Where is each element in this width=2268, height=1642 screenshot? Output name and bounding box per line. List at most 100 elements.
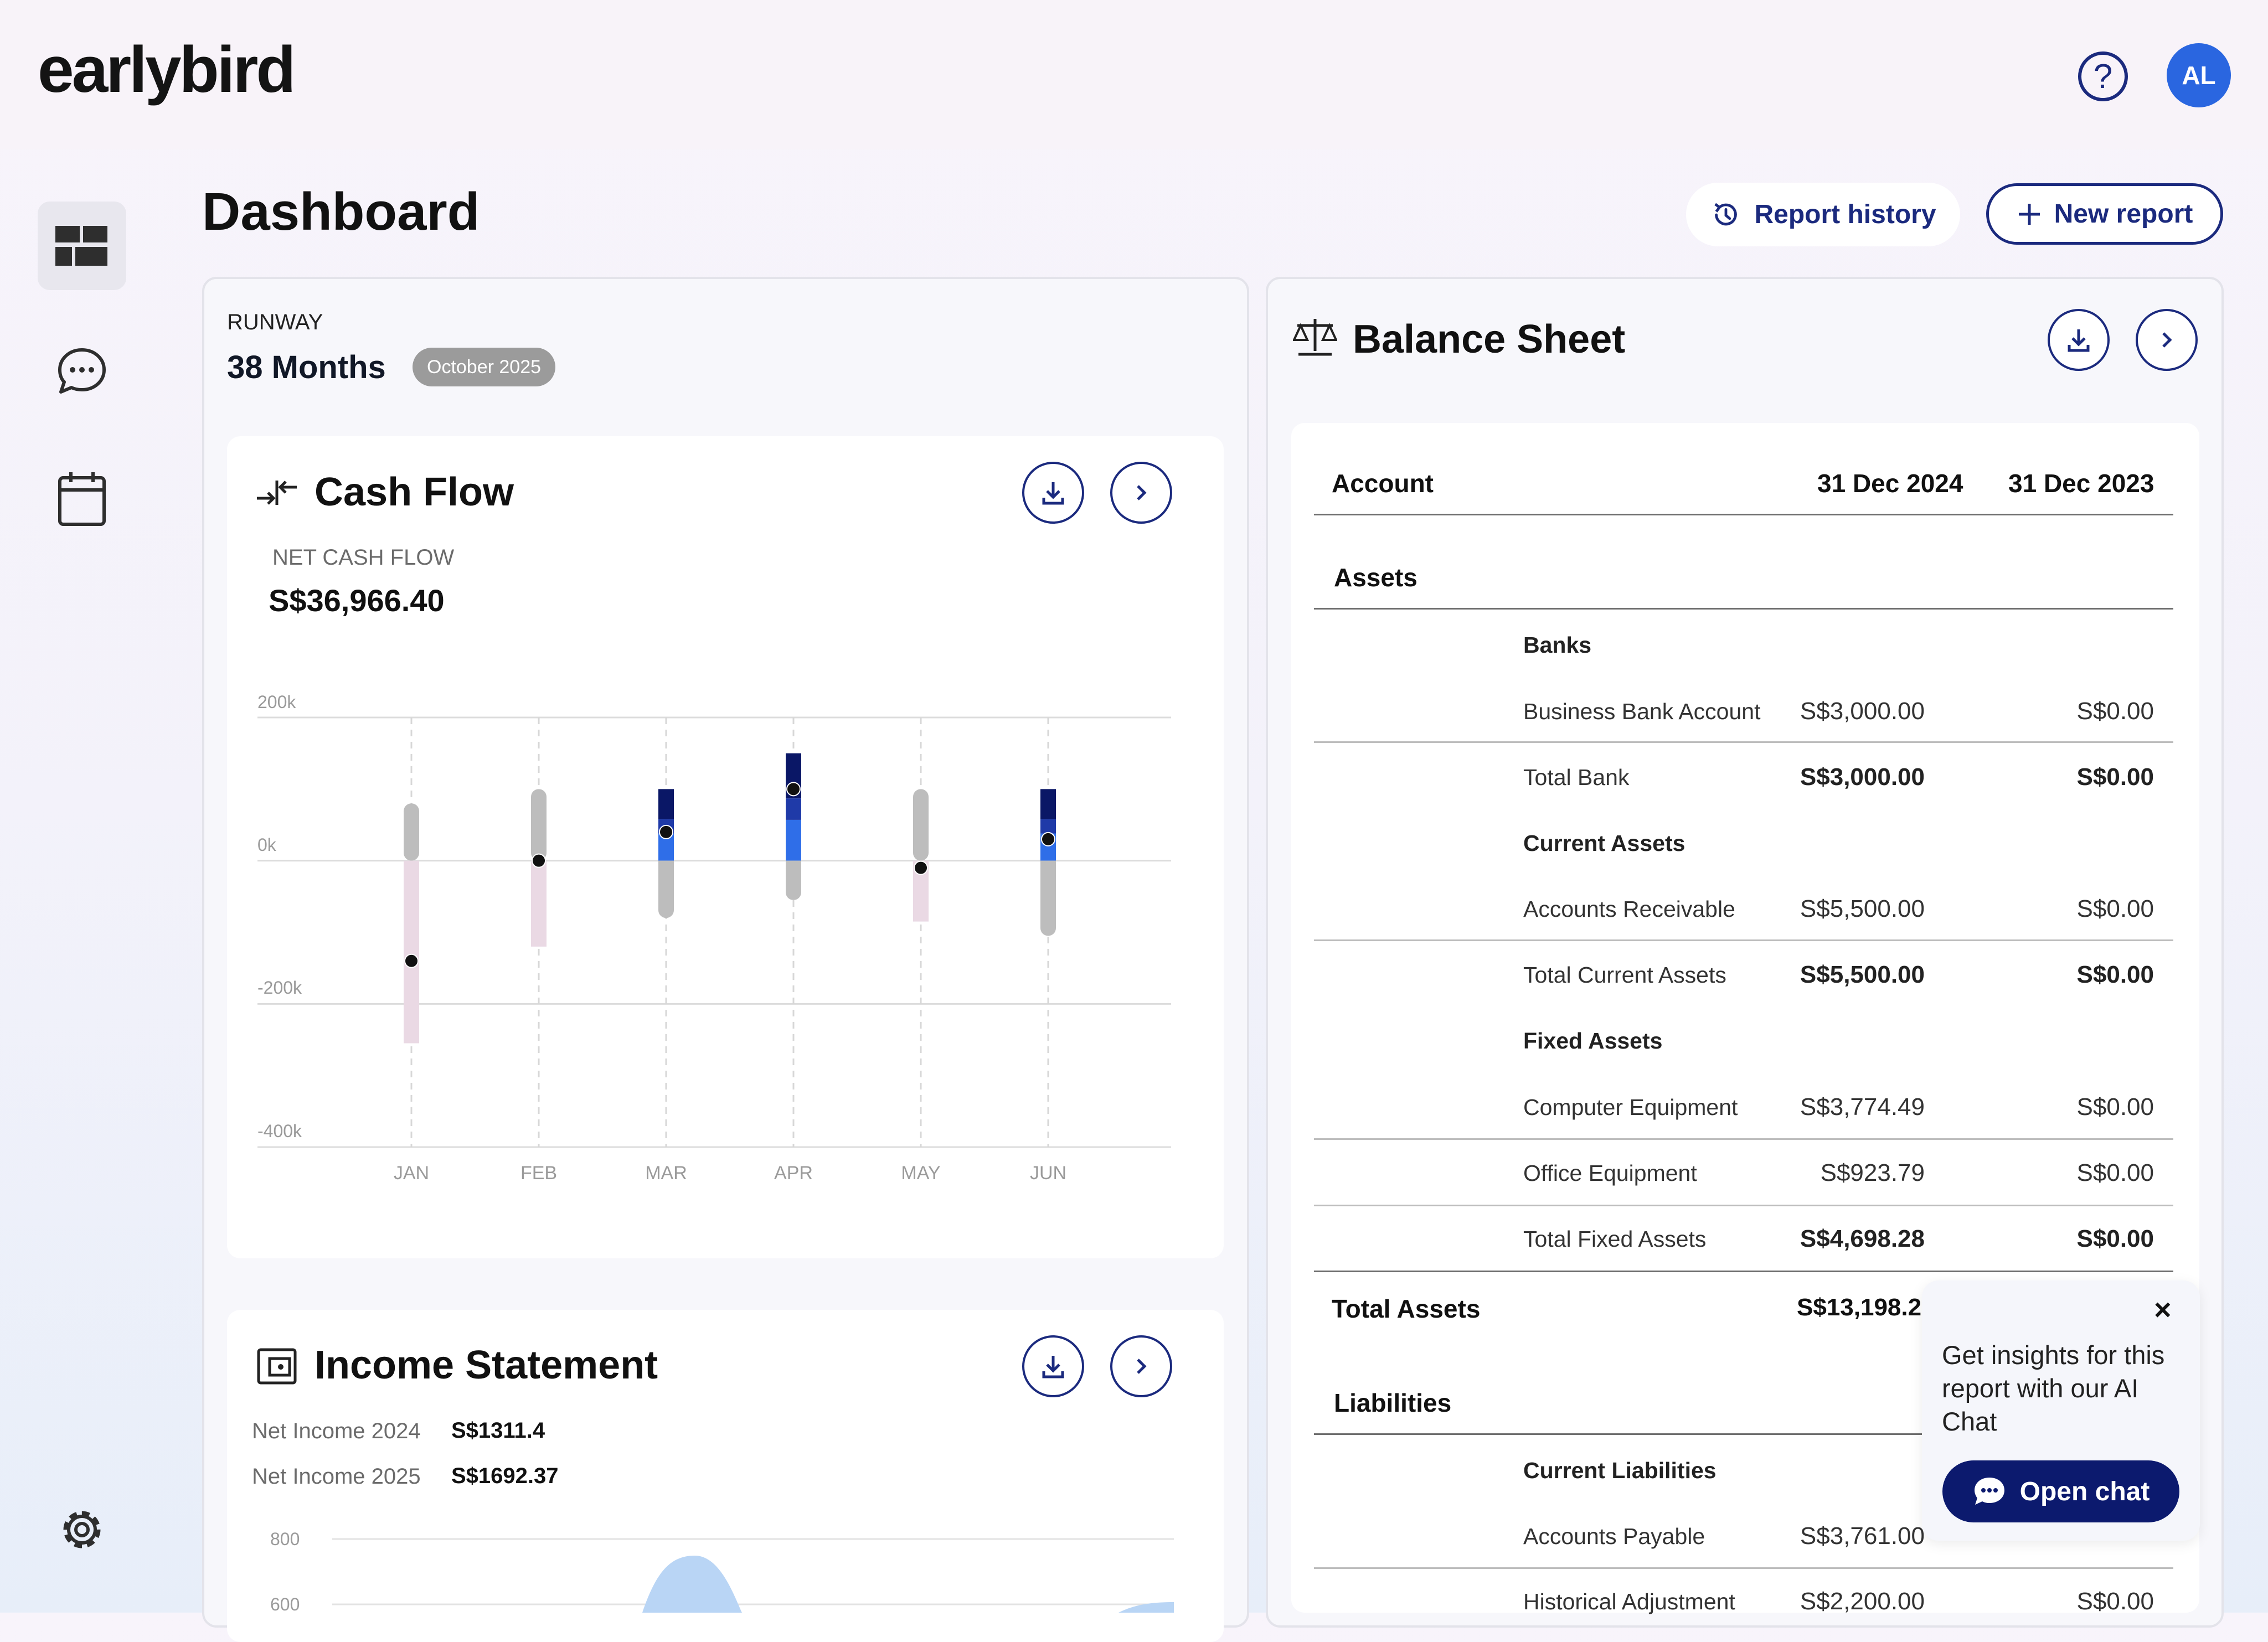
- open-chat-label: Open chat: [2019, 1476, 2150, 1506]
- open-chat-button[interactable]: Open chat: [1942, 1460, 2179, 1522]
- net-cash-flow-value: S$36,966.40: [269, 583, 445, 618]
- runway-value: 38 Months: [227, 349, 386, 385]
- balance-sheet-title: Balance Sheet: [1353, 317, 1626, 362]
- row-value-2023: S$0.00: [2076, 1588, 2154, 1615]
- y-tick-label: 200k: [257, 692, 296, 712]
- report-history-label: Report history: [1754, 200, 1936, 229]
- balance-open-button[interactable]: [2136, 309, 2198, 371]
- divider: [1314, 1205, 2173, 1206]
- column-header-2024: 31 Dec 2024: [1817, 469, 1963, 498]
- top-bar: earlybird ? AL: [0, 0, 2268, 149]
- cash-flow-download-button[interactable]: [1022, 462, 1084, 524]
- sidebar-item-calendar[interactable]: [38, 455, 126, 543]
- group-label: Current Liabilities: [1523, 1458, 1717, 1483]
- divider: [1314, 1567, 2173, 1569]
- divider: [1314, 1271, 2173, 1272]
- row-value-2023: S$0.00: [2076, 1159, 2154, 1186]
- dashboard-grid-icon: [55, 226, 107, 266]
- divider: [1314, 1138, 2173, 1140]
- divider: [1314, 939, 2173, 941]
- group-label: Banks: [1523, 632, 1592, 658]
- row-value-2024: S$3,000.00: [1800, 698, 1925, 725]
- chat-bubble-icon: [58, 348, 106, 394]
- report-history-button[interactable]: Report history: [1686, 183, 1960, 246]
- row-label: Office Equipment: [1523, 1160, 1697, 1186]
- income-chart: [332, 1538, 1174, 1613]
- row-total-2023: S$0.00: [2076, 1225, 2154, 1252]
- row-label: Total Fixed Assets: [1523, 1226, 1707, 1252]
- total-assets-label: Total Assets: [1332, 1294, 1481, 1323]
- income-area: [1118, 1602, 1174, 1613]
- income-y-tick-label: 600: [270, 1594, 300, 1614]
- cash-flow-title: Cash Flow: [315, 470, 514, 514]
- net-income-2025-value: S$1692.37: [451, 1464, 559, 1488]
- close-icon[interactable]: ×: [2154, 1293, 2172, 1326]
- row-total-2024: S$3,000.00: [1800, 763, 1925, 791]
- x-tick-label: JUN: [1029, 1163, 1067, 1184]
- net-cash-flow-label: NET CASH FLOW: [272, 545, 455, 570]
- download-icon: [2068, 329, 2090, 352]
- chat-bubble-icon: [1974, 1478, 2004, 1505]
- sidebar: [0, 149, 164, 1613]
- row-value-2024: S$5,500.00: [1800, 895, 1925, 922]
- row-label: Business Bank Account: [1523, 699, 1761, 724]
- runway-label: RUNWAY: [227, 310, 323, 334]
- row-label: Accounts Receivable: [1523, 896, 1735, 922]
- new-report-button[interactable]: New report: [1986, 183, 2223, 245]
- row-label: Computer Equipment: [1523, 1094, 1738, 1120]
- row-label: Total Bank: [1523, 765, 1630, 790]
- column-header-account: Account: [1332, 469, 1434, 498]
- sidebar-item-chat[interactable]: [38, 328, 126, 416]
- row-value-2023: S$0.00: [2076, 698, 2154, 725]
- app-logo[interactable]: earlybird: [38, 33, 296, 106]
- y-tick-label: -200k: [257, 978, 302, 998]
- chevron-right-icon: [1137, 1359, 1147, 1374]
- total-assets-2024: S$13,198.2: [1797, 1294, 1922, 1321]
- chevron-right-icon: [1137, 485, 1147, 500]
- plus-icon: [2018, 203, 2040, 225]
- section-assets: Assets: [1334, 563, 1418, 592]
- column-header-2023: 31 Dec 2023: [2008, 469, 2154, 498]
- y-tick-label: 0k: [257, 835, 276, 855]
- section-liabilities: Liabilities: [1334, 1388, 1452, 1417]
- income-download-button[interactable]: [1022, 1335, 1084, 1397]
- cash-flow-open-button[interactable]: [1110, 462, 1172, 524]
- row-value-2024: S$923.79: [1820, 1159, 1925, 1186]
- divider: [1314, 514, 2173, 515]
- history-icon: [1714, 203, 1738, 225]
- y-tick-label: -400k: [257, 1121, 302, 1141]
- x-tick-label: JAN: [393, 1163, 430, 1184]
- divider: [1314, 741, 2173, 743]
- page-title: Dashboard: [202, 182, 480, 241]
- net-income-2024-label: Net Income 2024: [252, 1419, 421, 1443]
- sidebar-item-settings[interactable]: [38, 1485, 126, 1574]
- balance-download-button[interactable]: [2048, 309, 2110, 371]
- x-tick-label: FEB: [520, 1163, 558, 1184]
- x-tick-label: APR: [774, 1163, 813, 1184]
- calendar-icon: [58, 472, 106, 526]
- row-label: Total Current Assets: [1523, 962, 1726, 988]
- gear-icon: [63, 1511, 101, 1548]
- chevron-right-icon: [2162, 332, 2172, 348]
- help-icon[interactable]: ?: [2078, 51, 2128, 101]
- download-icon: [1042, 1356, 1064, 1378]
- row-value-2023: S$0.00: [2076, 895, 2154, 922]
- divider: [1314, 608, 2173, 610]
- scale-icon: [1293, 319, 1337, 356]
- income-open-button[interactable]: [1110, 1335, 1172, 1397]
- sidebar-item-dashboard[interactable]: [38, 202, 126, 290]
- net-income-2024-value: S$1311.4: [451, 1418, 545, 1443]
- runway-date-badge: October 2025: [413, 348, 556, 386]
- net-income-2025-label: Net Income 2025: [252, 1464, 421, 1489]
- income-y-tick-label: 800: [270, 1529, 300, 1549]
- income-area: [642, 1556, 742, 1613]
- row-total-2024: S$5,500.00: [1800, 961, 1925, 988]
- wallet-icon: [257, 1348, 297, 1385]
- user-avatar[interactable]: AL: [2167, 43, 2231, 107]
- x-tick-label: MAR: [645, 1163, 687, 1184]
- row-label: Accounts Payable: [1523, 1524, 1705, 1549]
- row-value-2024: S$3,774.49: [1800, 1093, 1925, 1121]
- cash-flow-icon: [257, 481, 297, 505]
- popup-message: Get insights for this report with our AI…: [1942, 1340, 2165, 1436]
- download-icon: [1042, 482, 1064, 505]
